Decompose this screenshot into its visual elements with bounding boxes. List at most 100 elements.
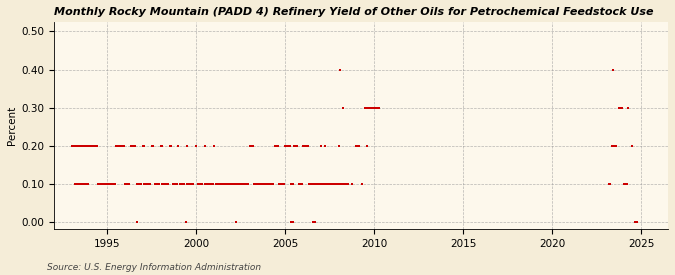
Point [182,144,193,148]
Point [323,182,333,186]
Point [250,182,261,186]
Point [608,67,618,72]
Point [171,182,182,186]
Point [225,182,236,186]
Point [68,144,78,148]
Point [74,144,84,148]
Point [284,144,295,148]
Point [273,144,284,148]
Point [184,182,194,186]
Point [175,182,186,186]
Point [311,182,322,186]
Point [126,144,136,148]
Point [170,182,181,186]
Point [127,144,138,148]
Point [121,182,132,186]
Point [238,182,249,186]
Point [115,144,126,148]
Point [165,144,176,148]
Point [93,182,104,186]
Point [336,182,347,186]
Point [192,182,203,186]
Point [90,144,101,148]
Point [617,106,628,110]
Point [254,182,265,186]
Point [219,182,230,186]
Point [315,144,326,148]
Point [201,182,212,186]
Point [352,144,363,148]
Point [278,182,289,186]
Point [611,144,622,148]
Point [71,144,82,148]
Point [223,182,234,186]
Point [310,220,321,224]
Point [99,182,109,186]
Point [364,106,375,110]
Point [622,106,633,110]
Point [227,182,238,186]
Point [78,182,89,186]
Point [138,144,148,148]
Point [261,182,271,186]
Point [140,182,151,186]
Point [221,182,232,186]
Point [306,182,317,186]
Point [308,182,319,186]
Point [347,182,358,186]
Point [66,144,77,148]
Point [180,220,191,224]
Point [133,182,144,186]
Point [161,182,172,186]
Point [216,182,227,186]
Point [373,106,384,110]
Point [314,182,325,186]
Point [317,182,328,186]
Point [202,182,213,186]
Point [366,106,377,110]
Point [281,144,292,148]
Point [87,144,98,148]
Point [75,182,86,186]
Point [362,144,373,148]
Point [81,144,92,148]
Point [176,182,187,186]
Point [182,182,193,186]
Point [320,182,331,186]
Point [351,144,362,148]
Point [111,144,122,148]
Point [145,182,156,186]
Point [124,182,135,186]
Point [627,144,638,148]
Y-axis label: Percent: Percent [7,106,17,145]
Point [118,144,129,148]
Point [206,182,217,186]
Point [319,182,329,186]
Point [155,144,166,148]
Point [275,182,286,186]
Point [259,182,270,186]
Point [341,182,352,186]
Point [128,144,139,148]
Point [342,182,353,186]
Point [320,144,331,148]
Point [188,182,198,186]
Point [200,144,211,148]
Point [268,182,279,186]
Point [130,144,141,148]
Point [338,106,348,110]
Point [173,144,184,148]
Point [247,144,258,148]
Point [269,144,280,148]
Point [258,182,269,186]
Point [70,182,80,186]
Point [357,182,368,186]
Point [157,182,167,186]
Point [253,182,264,186]
Point [210,182,221,186]
Point [340,182,350,186]
Point [308,220,319,224]
Point [186,182,197,186]
Point [302,144,313,148]
Point [232,182,243,186]
